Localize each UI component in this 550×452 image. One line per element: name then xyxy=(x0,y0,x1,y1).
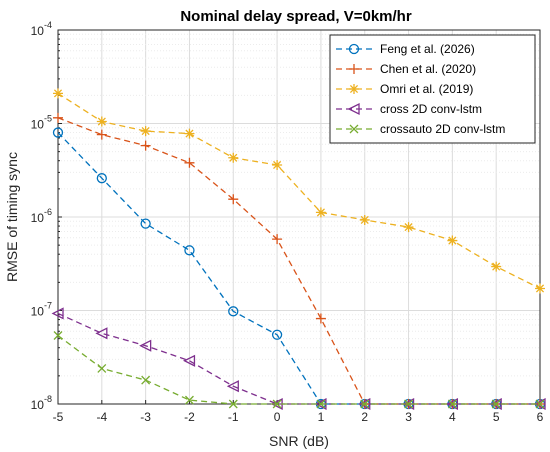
series xyxy=(51,307,546,411)
legend-label: cross 2D conv-lstm xyxy=(380,102,482,116)
axis-ticks: -5 -4 -3 -2 -1 0 1 2 3 4 5 6 10-8 10-7 10-6 10-5 10-4 xyxy=(31,20,544,424)
data-point-marker xyxy=(53,88,63,99)
data-point-marker xyxy=(96,116,107,127)
data-point-marker xyxy=(535,399,545,409)
legend-item: Omri et al. (2019) xyxy=(336,82,473,96)
data-point-marker xyxy=(491,261,502,272)
data-point-marker xyxy=(315,207,326,218)
data-point-marker xyxy=(184,128,195,139)
data-point-marker xyxy=(52,127,64,138)
x-tick-label: -5 xyxy=(53,410,64,424)
y-tick-label: 10-8 xyxy=(31,394,52,412)
data-point-marker xyxy=(184,245,195,256)
x-tick-label: -3 xyxy=(140,410,151,424)
x-tick-label: 5 xyxy=(493,410,500,424)
data-point-marker xyxy=(97,363,107,373)
legend-label: Feng et al. (2026) xyxy=(380,42,475,56)
legend-item: cross 2D conv-lstm xyxy=(336,102,482,116)
data-point-marker xyxy=(140,126,151,137)
data-point-marker xyxy=(403,222,414,233)
x-tick-label: 3 xyxy=(405,410,412,424)
data-point-marker xyxy=(271,329,283,340)
data-point-marker xyxy=(184,395,194,405)
x-tick-label: 0 xyxy=(274,410,281,424)
chart-title: Nominal delay spread, V=0km/hr xyxy=(180,8,412,25)
data-point-marker xyxy=(447,399,457,409)
legend-item: crossauto 2D conv-lstm xyxy=(336,122,505,136)
y-tick-label: 10-5 xyxy=(31,114,52,132)
series-line xyxy=(57,132,540,405)
y-axis-label: RMSE of timing sync xyxy=(4,152,20,282)
data-point-marker xyxy=(272,399,282,409)
y-tick-label: 10-6 xyxy=(31,207,52,225)
data-point-marker xyxy=(140,218,151,229)
data-point-marker xyxy=(272,159,283,170)
series-line xyxy=(57,312,540,405)
data-point-marker xyxy=(228,194,239,205)
data-point-marker xyxy=(140,140,151,151)
data-point-marker xyxy=(349,64,359,74)
data-point-marker xyxy=(316,399,326,409)
y-tick-label: 10-7 xyxy=(31,301,52,319)
data-point-marker xyxy=(360,399,370,409)
data-point-marker xyxy=(347,102,360,116)
x-tick-label: 2 xyxy=(361,410,368,424)
x-axis-label: SNR (dB) xyxy=(269,433,329,449)
data-point-marker xyxy=(95,327,108,340)
legend-label: crossauto 2D conv-lstm xyxy=(380,122,505,136)
x-tick-label: -1 xyxy=(228,410,239,424)
data-point-marker xyxy=(139,339,152,352)
legend-label: Omri et al. (2019) xyxy=(380,82,473,96)
data-point-marker xyxy=(491,399,501,409)
series-line xyxy=(57,335,540,405)
legend-item: Chen et al. (2020) xyxy=(336,62,476,76)
x-tick-label: 1 xyxy=(318,410,325,424)
series xyxy=(53,88,545,294)
x-tick-label: -2 xyxy=(184,410,195,424)
data-point-marker xyxy=(184,157,195,168)
data-point-marker xyxy=(349,84,359,94)
data-point-marker xyxy=(447,235,458,246)
legend-label: Chen et al. (2020) xyxy=(380,62,476,76)
legend: Feng et al. (2026) Chen et al. (2020) Omri… xyxy=(329,34,536,144)
y-tick-label: 10-4 xyxy=(31,20,52,38)
data-point-marker xyxy=(141,375,151,385)
legend-box xyxy=(329,34,536,144)
data-point-marker xyxy=(226,380,239,393)
series xyxy=(53,331,545,409)
data-point-marker xyxy=(228,399,238,409)
data-point-marker xyxy=(53,331,63,340)
series-line xyxy=(57,92,541,290)
series-line xyxy=(57,117,540,405)
x-tick-label: 6 xyxy=(537,410,544,424)
x-tick-label: -4 xyxy=(96,410,107,424)
data-point-marker xyxy=(96,129,107,140)
series-group xyxy=(51,88,546,411)
series xyxy=(52,127,546,410)
data-point-marker xyxy=(445,397,459,411)
data-point-marker xyxy=(228,152,239,163)
data-point-marker xyxy=(96,173,107,184)
x-tick-label: 4 xyxy=(449,410,456,424)
data-point-marker xyxy=(358,397,371,411)
data-point-marker xyxy=(535,283,545,294)
data-point-marker xyxy=(533,397,546,411)
data-point-marker xyxy=(349,124,359,134)
data-point-marker xyxy=(359,214,370,225)
data-point-marker xyxy=(315,313,326,324)
data-point-marker xyxy=(348,43,360,55)
legend-item: Feng et al. (2026) xyxy=(336,42,475,56)
data-point-marker xyxy=(51,307,64,320)
data-point-marker xyxy=(272,234,283,245)
series xyxy=(53,112,545,409)
data-point-marker xyxy=(404,399,414,409)
data-point-marker xyxy=(183,354,196,367)
data-point-marker xyxy=(53,112,63,123)
data-point-marker xyxy=(228,306,239,317)
